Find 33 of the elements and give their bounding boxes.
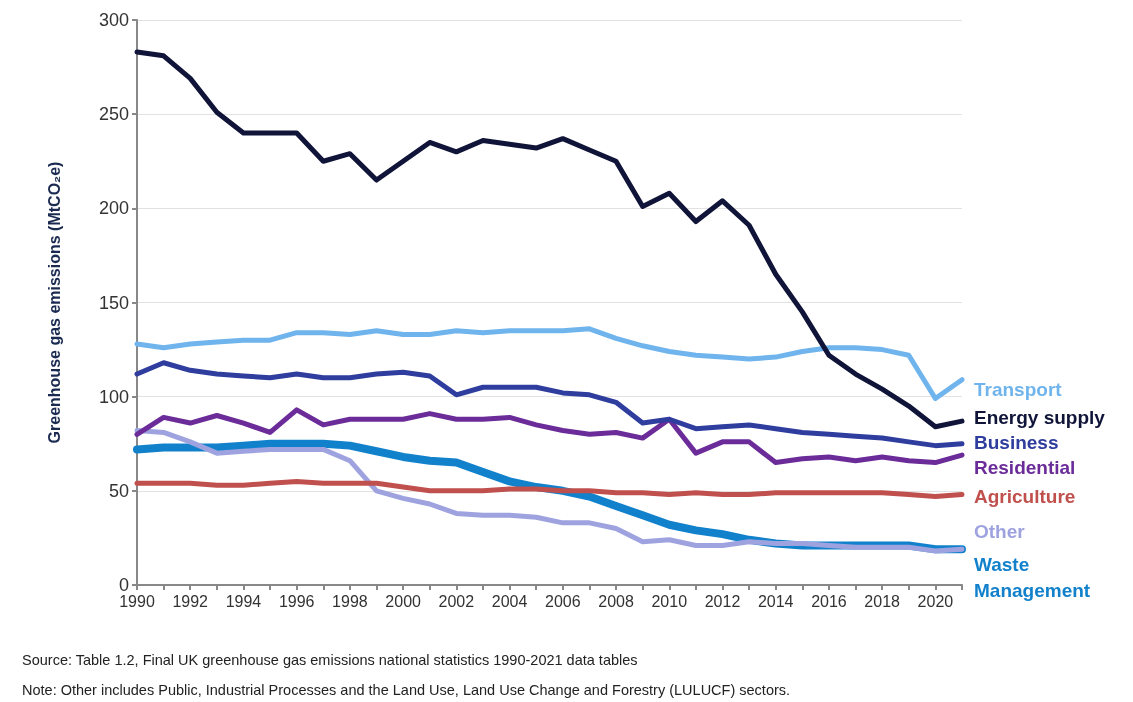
x-tick-label: 1990	[119, 592, 155, 610]
y-tick-label: 100	[98, 386, 129, 407]
series-label: Business	[974, 432, 1059, 454]
y-tick-label: 300	[98, 10, 129, 30]
x-tick-label: 2012	[704, 592, 741, 610]
series-label: Residential	[974, 456, 1076, 478]
series-label: Waste Management	[974, 553, 1091, 601]
x-tick-label: 1998	[332, 592, 368, 610]
y-tick-label: 50	[108, 480, 129, 501]
x-tick-label: 2008	[598, 592, 634, 610]
series-label: Other	[974, 520, 1026, 542]
x-tick-label: 2018	[864, 592, 901, 610]
y-tick-label: 200	[98, 198, 129, 219]
series-label: Energy supply	[974, 406, 1106, 428]
source-note: Source: Table 1.2, Final UK greenhouse gas emissions national statistics 1990-2021 data tables	[22, 651, 639, 670]
x-tick-label: 1992	[172, 592, 209, 610]
series-label: Agriculture	[974, 486, 1076, 508]
y-tick-label: 250	[98, 104, 129, 125]
x-tick-label: 2016	[811, 592, 847, 610]
x-tick-label: 1996	[278, 592, 315, 610]
series-label: Transport	[974, 379, 1063, 401]
x-tick-label: 2014	[757, 592, 794, 610]
y-tick-label: 0	[118, 575, 129, 595]
x-tick-label: 2010	[651, 592, 688, 610]
x-tick-label: 2002	[438, 592, 475, 610]
x-tick-label: 1994	[225, 592, 262, 610]
y-tick-label: 150	[98, 292, 129, 313]
x-tick-label: 2000	[385, 592, 422, 610]
y-axis-title: Greenhouse gas emissions (MtCO₂e)	[45, 161, 63, 444]
x-tick-label: 2006	[545, 592, 581, 610]
x-tick-label: 2020	[917, 592, 954, 610]
text: Note: Other includes Public, Industrial Processes and the Land Use, Land Use Change and Forestry (LULUCF) sectors.	[22, 681, 791, 700]
x-tick-label: 2004	[491, 592, 528, 610]
